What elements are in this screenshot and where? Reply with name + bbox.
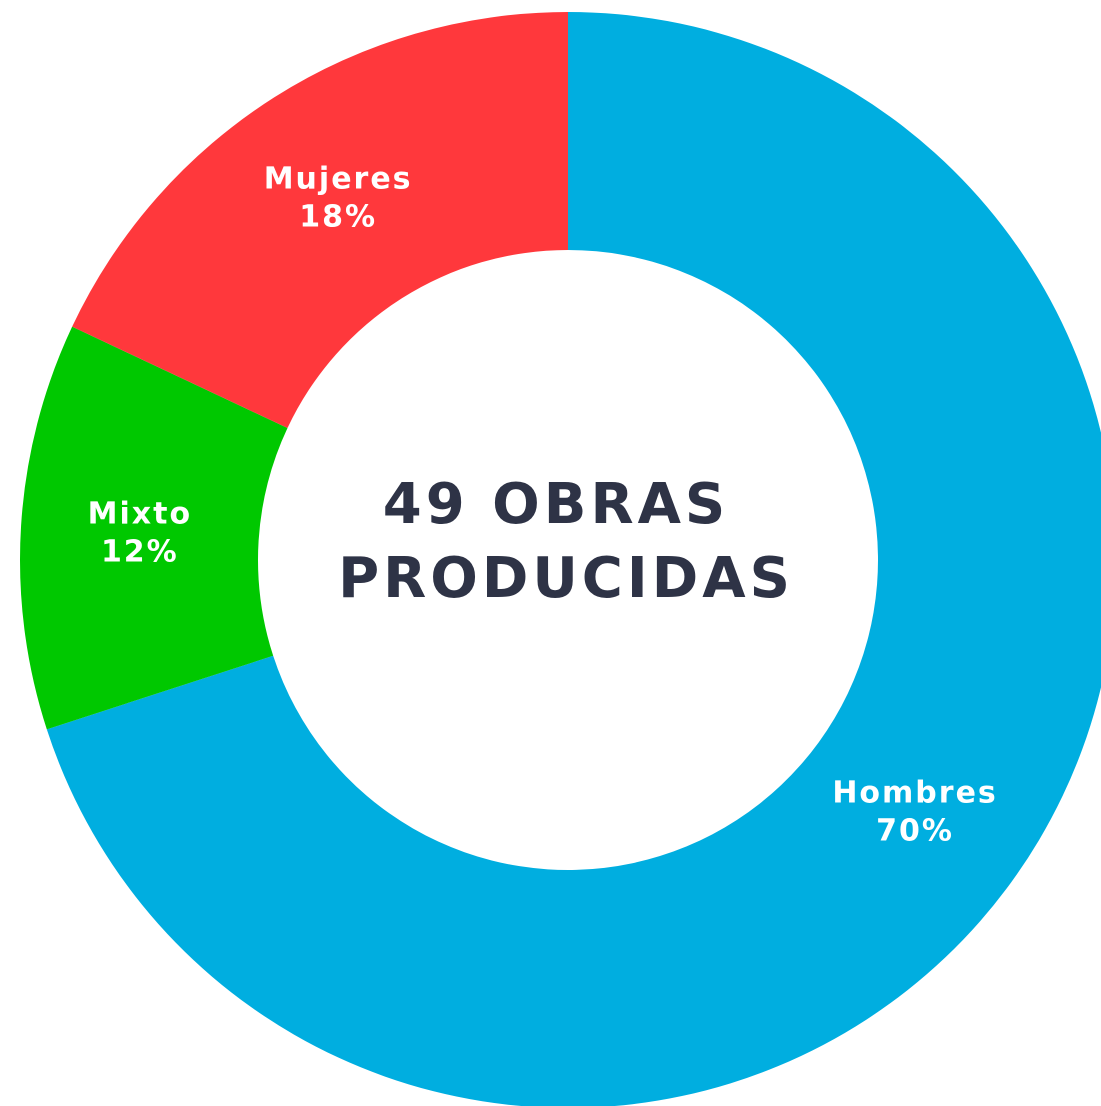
- slice-label: Hombres: [832, 776, 997, 811]
- center-text: PRODUCIDAS: [338, 546, 794, 611]
- slice: [46, 12, 1101, 1106]
- slice-value: 12%: [101, 535, 179, 570]
- slice: [19, 326, 288, 730]
- slice: [72, 12, 568, 429]
- slice-label: Mixto: [88, 497, 192, 532]
- slice-label: Mujeres: [264, 161, 413, 196]
- slice-value: 70%: [876, 814, 954, 849]
- center-text: 49 OBRAS: [383, 472, 730, 537]
- slice-value: 18%: [299, 199, 377, 234]
